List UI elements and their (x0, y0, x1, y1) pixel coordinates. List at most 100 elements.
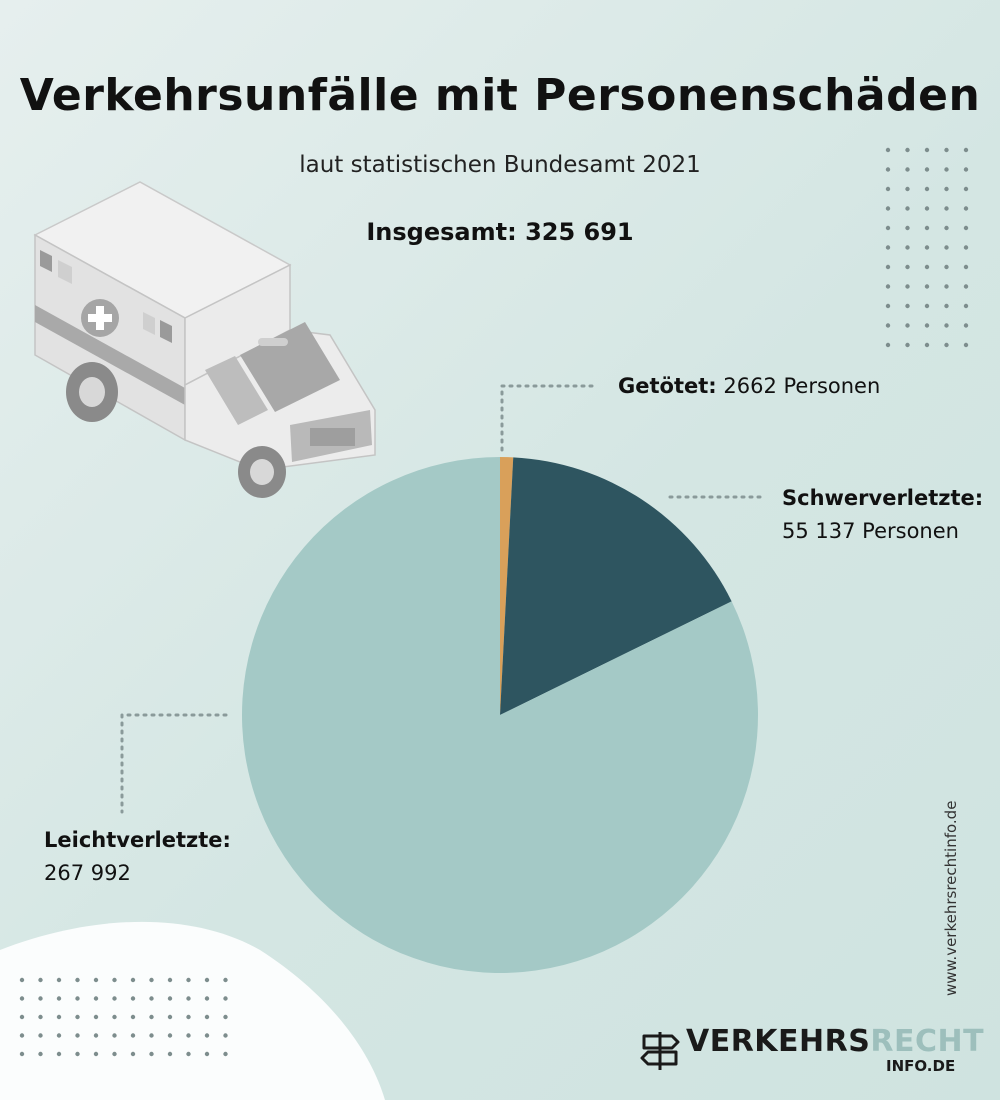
decor-dot (38, 1014, 43, 1020)
decor-dot (905, 303, 910, 309)
decor-dot (75, 1033, 80, 1038)
decor-dot (112, 1051, 117, 1057)
decor-dot (963, 264, 969, 270)
decor-dot (167, 1051, 173, 1057)
decor-dot (38, 977, 43, 983)
decor-dot (167, 1014, 173, 1020)
decor-dot (924, 264, 930, 270)
dot-grid-bottom-left (19, 977, 228, 1057)
decor-dot (223, 977, 228, 983)
decor-dot (204, 1051, 210, 1057)
decor-dot (93, 1014, 99, 1020)
signpost-icon (640, 1032, 680, 1070)
decor-dot (905, 264, 910, 270)
decor-dot (38, 1033, 43, 1038)
decor-dot (167, 996, 173, 1001)
decor-dot (963, 245, 969, 250)
decor-dot (963, 206, 969, 211)
decor-dot (130, 1033, 136, 1038)
decor-dot (93, 1051, 99, 1057)
decor-dot (924, 323, 930, 328)
decor-dot (924, 284, 930, 289)
decor-dot (905, 167, 910, 172)
decor-dot (944, 147, 949, 153)
decor-dot (56, 977, 62, 983)
decor-dot (944, 225, 949, 231)
logo-wordmark: VERKEHRSRECHT (686, 1024, 984, 1059)
website-watermark: www.verkehrsrechtinfo.de (942, 800, 960, 996)
decor-dot (905, 323, 910, 328)
decor-dot (19, 996, 25, 1001)
label-leicht-value: 267 992 (44, 861, 131, 885)
decor-dot (885, 225, 891, 231)
decor-dot (963, 225, 969, 231)
decor-dot (75, 996, 80, 1001)
decor-dot (186, 996, 191, 1001)
decor-dot (204, 1033, 210, 1038)
decor-dot (130, 1014, 136, 1020)
decor-dot (924, 206, 930, 211)
decor-dot (130, 977, 136, 983)
decor-dot (75, 1051, 80, 1057)
decor-dot (924, 186, 930, 192)
decor-dot (112, 977, 117, 983)
decor-dot (75, 1014, 80, 1020)
decor-dot (149, 1014, 154, 1020)
decor-dot (885, 264, 891, 270)
decor-dot (885, 206, 891, 211)
decor-dot (885, 323, 891, 328)
decor-dot (905, 342, 910, 348)
label-schwerverletzte: Schwerverletzte: 55 137 Personen (782, 482, 983, 548)
decor-dot (167, 977, 173, 983)
decor-dot (19, 1051, 25, 1057)
decor-dot (19, 1014, 25, 1020)
decor-dot (204, 977, 210, 983)
decor-dot (905, 186, 910, 192)
decor-dot (19, 977, 25, 983)
decor-dot (38, 996, 43, 1001)
decor-dot (944, 284, 949, 289)
decor-dot (223, 1033, 228, 1038)
decor-dot (924, 167, 930, 172)
decor-dot (885, 147, 891, 153)
leader-line-leicht (120, 713, 228, 814)
decor-dot (93, 977, 99, 983)
decor-dot (130, 996, 136, 1001)
label-schwer-name: Schwerverletzte: (782, 486, 984, 510)
decor-dot (885, 186, 891, 192)
pie-slice-schwerverletzte (500, 457, 732, 715)
label-getoetet-name: Getötet: (618, 374, 717, 398)
decor-dot (924, 245, 930, 250)
total-label: Insgesamt: (366, 218, 517, 246)
decor-dot (204, 1014, 210, 1020)
decor-dot (944, 342, 949, 348)
decor-dot (112, 996, 117, 1001)
decor-dot (112, 1014, 117, 1020)
decor-dot (885, 245, 891, 250)
leader-line-getoetet (500, 384, 600, 452)
pie-slice-leichtverletzte (242, 457, 759, 973)
logo-part1: VERKEHRS (686, 1024, 871, 1059)
decor-dot (186, 1051, 191, 1057)
decor-dot (223, 996, 228, 1001)
decor-dot (149, 996, 154, 1001)
decor-dot (885, 284, 891, 289)
decor-dot (885, 303, 891, 309)
decor-dot (93, 996, 99, 1001)
decor-dot (944, 264, 949, 270)
decor-dot (75, 977, 80, 983)
decor-dot (130, 1051, 136, 1057)
decor-dot (924, 342, 930, 348)
pie-chart (242, 457, 759, 973)
decor-dot (924, 147, 930, 153)
decor-dot (924, 225, 930, 231)
ambulance-illustration (33, 181, 376, 498)
decor-dot (963, 167, 969, 172)
total-count: Insgesamt: 325 691 (0, 218, 1000, 246)
decor-dot (944, 245, 949, 250)
logo-part2: RECHT (870, 1024, 985, 1059)
label-leichtverletzte: Leichtverletzte: 267 992 (44, 824, 231, 890)
decor-dot (944, 303, 949, 309)
decor-dot (93, 1033, 99, 1038)
